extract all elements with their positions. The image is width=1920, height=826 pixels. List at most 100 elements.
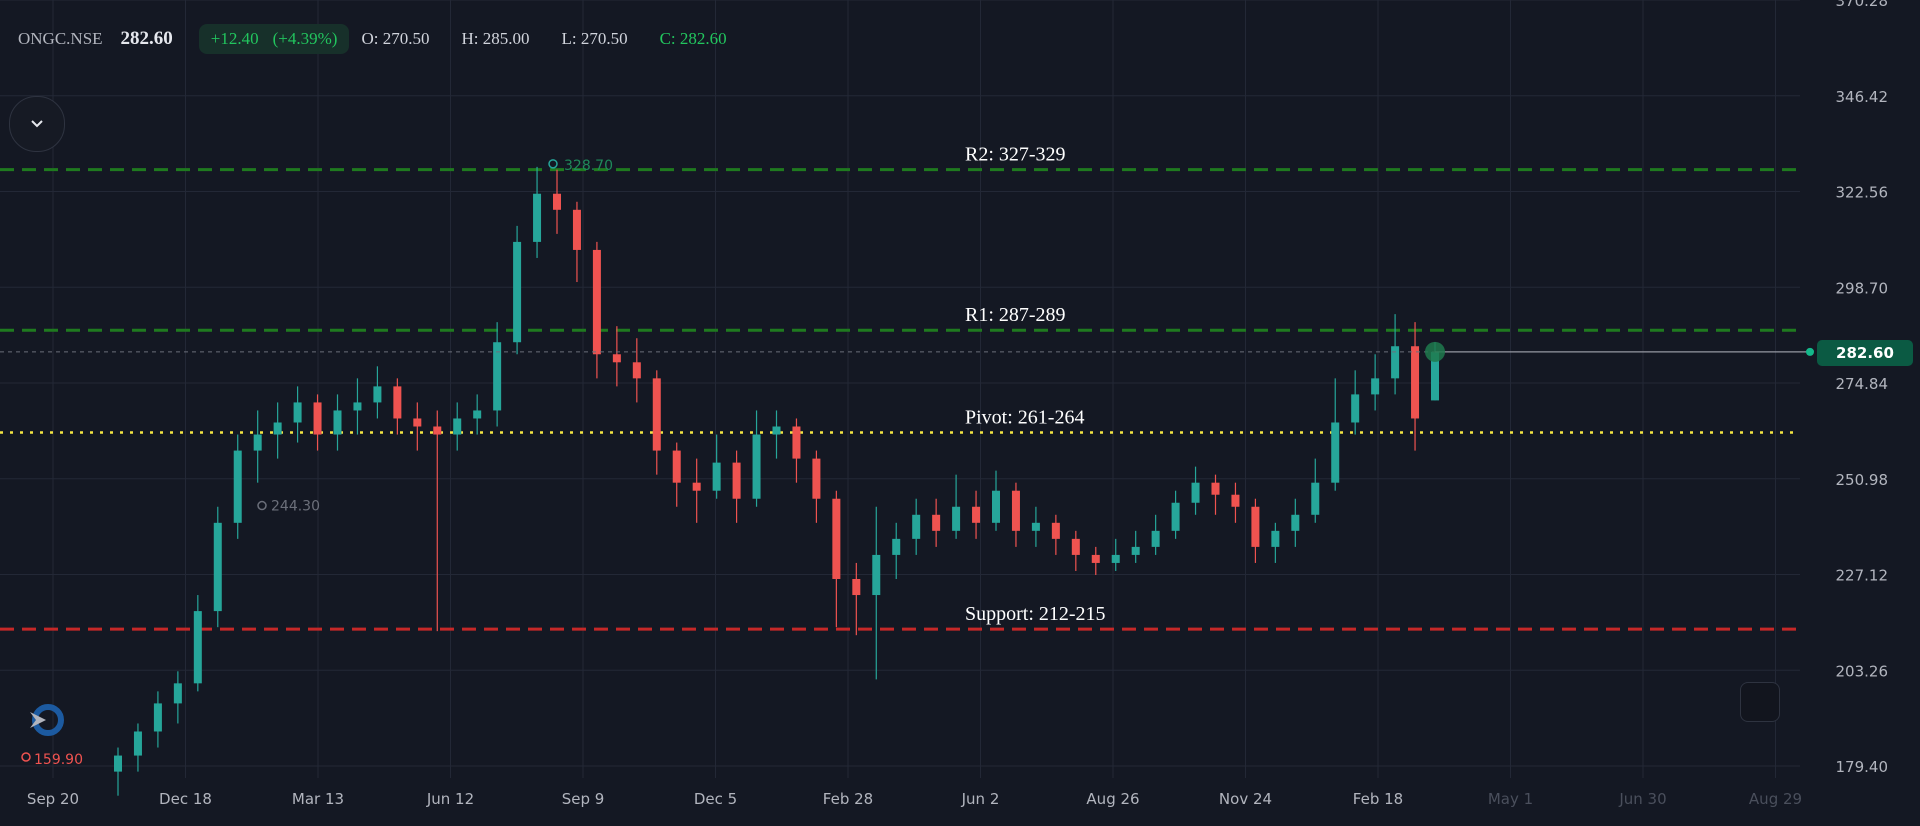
candle-body [812, 458, 821, 499]
low-value: L: 270.50 [561, 29, 628, 48]
x-tick-label: Aug 26 [1086, 790, 1139, 808]
candle-body [752, 434, 761, 499]
level-label: Pivot: 261-264 [965, 407, 1084, 429]
change-percent: (+4.39%) [272, 29, 338, 48]
candle-body [1131, 546, 1140, 555]
candle-body [772, 426, 781, 435]
candle-body [253, 434, 262, 451]
candle-body [1291, 514, 1300, 531]
candle-body [1231, 494, 1240, 507]
x-tick-label: Feb 28 [823, 790, 873, 808]
change-badge: +12.40 (+4.39%) [198, 24, 350, 54]
candle-body [1191, 482, 1200, 503]
candle-body [1211, 482, 1220, 495]
symbol-header: ONGC.NSE 282.60 +12.40 (+4.39%) O: 270.50… [18, 24, 759, 54]
candle-body [612, 354, 621, 363]
candle-body [1331, 422, 1340, 483]
high-value: H: 285.00 [461, 29, 530, 48]
candle-body [652, 378, 661, 451]
candle-body [193, 611, 202, 684]
high-marker-icon [548, 159, 558, 169]
candle-body [832, 498, 841, 579]
candle-body [1251, 506, 1260, 547]
candle-body [493, 342, 502, 411]
x-tick-label: Dec 5 [694, 790, 737, 808]
y-tick-label: 346.42 [1836, 88, 1889, 106]
candle-body [533, 193, 542, 242]
level-label: R1: 287-289 [965, 304, 1066, 326]
candle-body [1091, 554, 1100, 563]
open-value: O: 270.50 [361, 29, 430, 48]
candle-body [892, 538, 901, 555]
candle-body [912, 514, 921, 539]
candle-body [473, 410, 482, 419]
candle-body [273, 422, 282, 435]
x-tick-label: Jun 12 [426, 790, 474, 808]
candle-body [672, 450, 681, 483]
high-label: 328.70 [564, 158, 613, 174]
x-tick-label: Sep 20 [27, 790, 79, 808]
candle-body [1071, 538, 1080, 555]
candle-body [852, 578, 861, 596]
y-tick-label: 179.40 [1836, 758, 1889, 776]
candle-body [1031, 522, 1040, 531]
low-marker-icon [21, 752, 31, 762]
candle-body [952, 506, 961, 531]
mid-marker-icon [257, 500, 267, 511]
candle-body [553, 193, 561, 210]
candle-body [114, 755, 122, 772]
chevron-down-icon [31, 120, 43, 128]
candle-body [792, 426, 801, 459]
candle-body [233, 450, 242, 523]
candle-body [513, 241, 522, 343]
candle-body [1271, 530, 1280, 547]
y-tick-label: 250.98 [1836, 471, 1889, 489]
candle-body [333, 410, 342, 435]
candle-body [1151, 530, 1160, 547]
x-tick-label: May 1 [1488, 790, 1533, 808]
candle-body [433, 426, 442, 435]
close-value: C: 282.60 [659, 29, 727, 48]
x-tick-label: Sep 9 [562, 790, 605, 808]
candle-body [413, 418, 422, 427]
x-tick-label: Aug 29 [1749, 790, 1802, 808]
y-tick-label: 370.28 [1836, 0, 1889, 10]
candle-body [1171, 502, 1180, 531]
candle-body [592, 249, 601, 355]
y-tick-label: 203.26 [1836, 662, 1889, 680]
current-price-tag: 282.60 [1817, 340, 1913, 366]
candle-body [692, 482, 701, 491]
candle-body [1391, 346, 1400, 379]
y-tick-label: 227.12 [1836, 567, 1889, 585]
candle-body [373, 386, 382, 403]
candle-body [872, 554, 881, 596]
candle-body [992, 490, 1000, 523]
candle-body [732, 462, 741, 499]
symbol-name: ONGC.NSE [18, 29, 103, 48]
candle-body [1111, 554, 1120, 563]
candle-body [572, 209, 581, 250]
x-tick-label: Nov 24 [1219, 790, 1272, 808]
candle-body [1311, 482, 1320, 515]
candle-body [133, 731, 142, 756]
mid-label: 244.30 [271, 499, 320, 515]
candle-body [1431, 351, 1439, 401]
candle-body [1051, 522, 1060, 539]
level-label: Support: 212-215 [965, 603, 1106, 625]
x-tick-label: Jun 30 [1618, 790, 1666, 808]
y-tick-label: 274.84 [1836, 375, 1889, 393]
chart-settings-button[interactable] [1740, 682, 1780, 722]
candle-body [1011, 490, 1020, 531]
y-tick-label: 298.70 [1836, 279, 1889, 297]
candle-body [173, 683, 182, 704]
level-label: R2: 327-329 [965, 144, 1066, 166]
candle-body [313, 402, 322, 435]
change-value: +12.40 [210, 29, 259, 48]
collapse-button[interactable] [9, 96, 65, 152]
x-tick-label: Dec 18 [159, 790, 212, 808]
candle-body [1351, 394, 1360, 423]
x-tick-label: Jun 2 [961, 790, 1000, 808]
candle-body [1371, 378, 1380, 395]
last-price: 282.60 [120, 28, 173, 49]
